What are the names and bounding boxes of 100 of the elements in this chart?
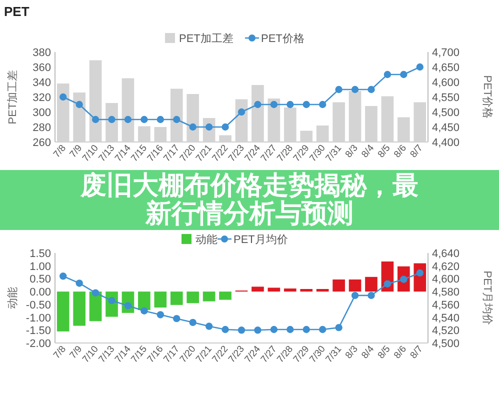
point xyxy=(108,116,116,124)
point xyxy=(318,326,326,334)
y-tick-label: 380 xyxy=(32,47,51,59)
y-tick-label: -1.00 xyxy=(26,312,51,324)
point xyxy=(238,108,246,116)
x-tick-label: 8/5 xyxy=(376,142,393,160)
point xyxy=(222,123,229,131)
bar xyxy=(284,288,296,292)
point xyxy=(254,100,262,108)
point xyxy=(60,93,67,101)
legend-label: PET月均价 xyxy=(234,234,288,246)
y2-tick-label: 4,540 xyxy=(432,312,460,324)
y2-tick-label: 4,700 xyxy=(432,47,460,59)
point xyxy=(189,123,196,131)
y-tick-label: 1.50 xyxy=(30,248,51,260)
legend-label: PET价格 xyxy=(261,33,304,45)
bar xyxy=(186,292,200,304)
y2-tick-label: 4,500 xyxy=(432,107,460,119)
y2-tick-label: 4,580 xyxy=(432,286,460,299)
point xyxy=(189,318,196,326)
x-tick-label: 8/4 xyxy=(360,142,377,160)
y2-tick-label: 4,600 xyxy=(432,77,460,89)
x-tick-label: 8/3 xyxy=(343,142,360,160)
point xyxy=(140,307,148,314)
y2-tick-label: 4,520 xyxy=(432,325,460,338)
bar xyxy=(154,292,167,308)
point xyxy=(384,70,392,78)
x-tick-label: 7/31 xyxy=(324,142,344,164)
point xyxy=(60,272,67,280)
bar xyxy=(219,292,232,300)
point xyxy=(270,326,278,334)
point xyxy=(302,326,310,334)
y2-axis-title: PET月均价 xyxy=(481,270,493,326)
x-tick-label: 7/8 xyxy=(51,142,68,160)
x-tick-label: 8/5 xyxy=(376,344,393,362)
point xyxy=(351,86,359,94)
y2-tick-label: 4,650 xyxy=(432,62,460,74)
point xyxy=(92,289,100,296)
point xyxy=(156,311,164,318)
point xyxy=(351,292,359,300)
x-tick-label: 8/7 xyxy=(408,344,426,362)
bar xyxy=(170,292,183,305)
bar xyxy=(268,288,280,292)
x-tick-label: 8/6 xyxy=(392,344,409,362)
y-tick-label: 340 xyxy=(32,77,51,89)
point xyxy=(254,326,262,334)
y2-axis-title: PET价格 xyxy=(481,75,493,119)
y-tick-label: 360 xyxy=(32,62,51,74)
point xyxy=(238,326,246,334)
y-tick-label: 280 xyxy=(32,122,51,134)
y2-tick-label: 4,600 xyxy=(432,274,460,286)
point xyxy=(173,116,180,124)
y2-tick-label: 4,500 xyxy=(432,338,460,350)
legend-label: 动能 xyxy=(196,233,218,246)
y-tick-label: 300 xyxy=(32,107,51,119)
x-tick-label: 8/7 xyxy=(408,142,426,160)
point xyxy=(335,324,342,332)
y-axis-title: 动能 xyxy=(6,287,19,309)
y-tick-label: 260 xyxy=(32,137,51,149)
point xyxy=(416,63,424,71)
point xyxy=(205,322,213,330)
point xyxy=(368,86,375,94)
point xyxy=(416,269,424,277)
point xyxy=(384,280,392,288)
y2-tick-label: 4,640 xyxy=(432,248,460,260)
bar xyxy=(365,276,378,292)
point xyxy=(335,86,342,94)
bar xyxy=(56,292,70,332)
point xyxy=(270,100,278,108)
point xyxy=(318,100,326,108)
point xyxy=(400,70,408,78)
x-tick-label: 8/4 xyxy=(360,344,377,362)
y2-tick-label: 4,400 xyxy=(432,137,460,149)
point xyxy=(222,326,229,334)
point xyxy=(156,116,164,124)
bar xyxy=(348,279,362,292)
point xyxy=(92,116,100,124)
y-tick-label: 0.50 xyxy=(30,274,51,286)
bar xyxy=(202,292,216,302)
y2-tick-label: 4,450 xyxy=(432,122,460,134)
x-tick-label: 8/3 xyxy=(343,344,360,362)
point xyxy=(173,314,180,322)
y-tick-label: -2.00 xyxy=(26,338,51,350)
point xyxy=(124,116,132,124)
y2-tick-label: 4,550 xyxy=(432,92,460,104)
chart-title: PET xyxy=(4,4,30,19)
point xyxy=(76,100,83,108)
point xyxy=(286,100,294,108)
y-tick-label: -1.50 xyxy=(26,325,51,338)
bar xyxy=(316,289,329,292)
y2-tick-label: 4,560 xyxy=(432,299,460,312)
bar xyxy=(252,286,264,292)
bar xyxy=(332,279,345,292)
x-tick-label: 8/6 xyxy=(392,142,409,160)
point xyxy=(368,292,375,300)
x-tick-label: 7/31 xyxy=(324,344,344,366)
point xyxy=(76,280,83,287)
point xyxy=(302,100,310,108)
legend-label: PET加工差 xyxy=(179,32,234,45)
y-tick-label: -0.50 xyxy=(26,299,51,312)
